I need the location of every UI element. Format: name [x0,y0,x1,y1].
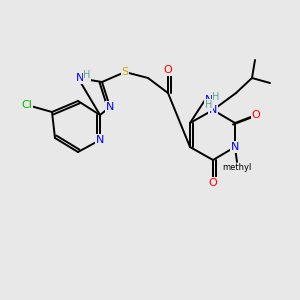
Text: N: N [106,102,114,112]
Text: O: O [252,110,260,120]
Text: Cl: Cl [22,100,32,110]
Text: N: N [205,95,213,105]
Text: N: N [231,142,239,152]
Text: S: S [122,67,129,77]
Text: H: H [83,70,91,80]
Text: H: H [205,100,213,110]
Text: N: N [209,105,217,115]
Text: N: N [76,73,84,83]
Text: O: O [208,178,217,188]
Text: H: H [212,92,220,102]
Text: N: N [96,135,104,145]
Text: methyl: methyl [222,164,252,172]
Text: O: O [164,65,172,75]
